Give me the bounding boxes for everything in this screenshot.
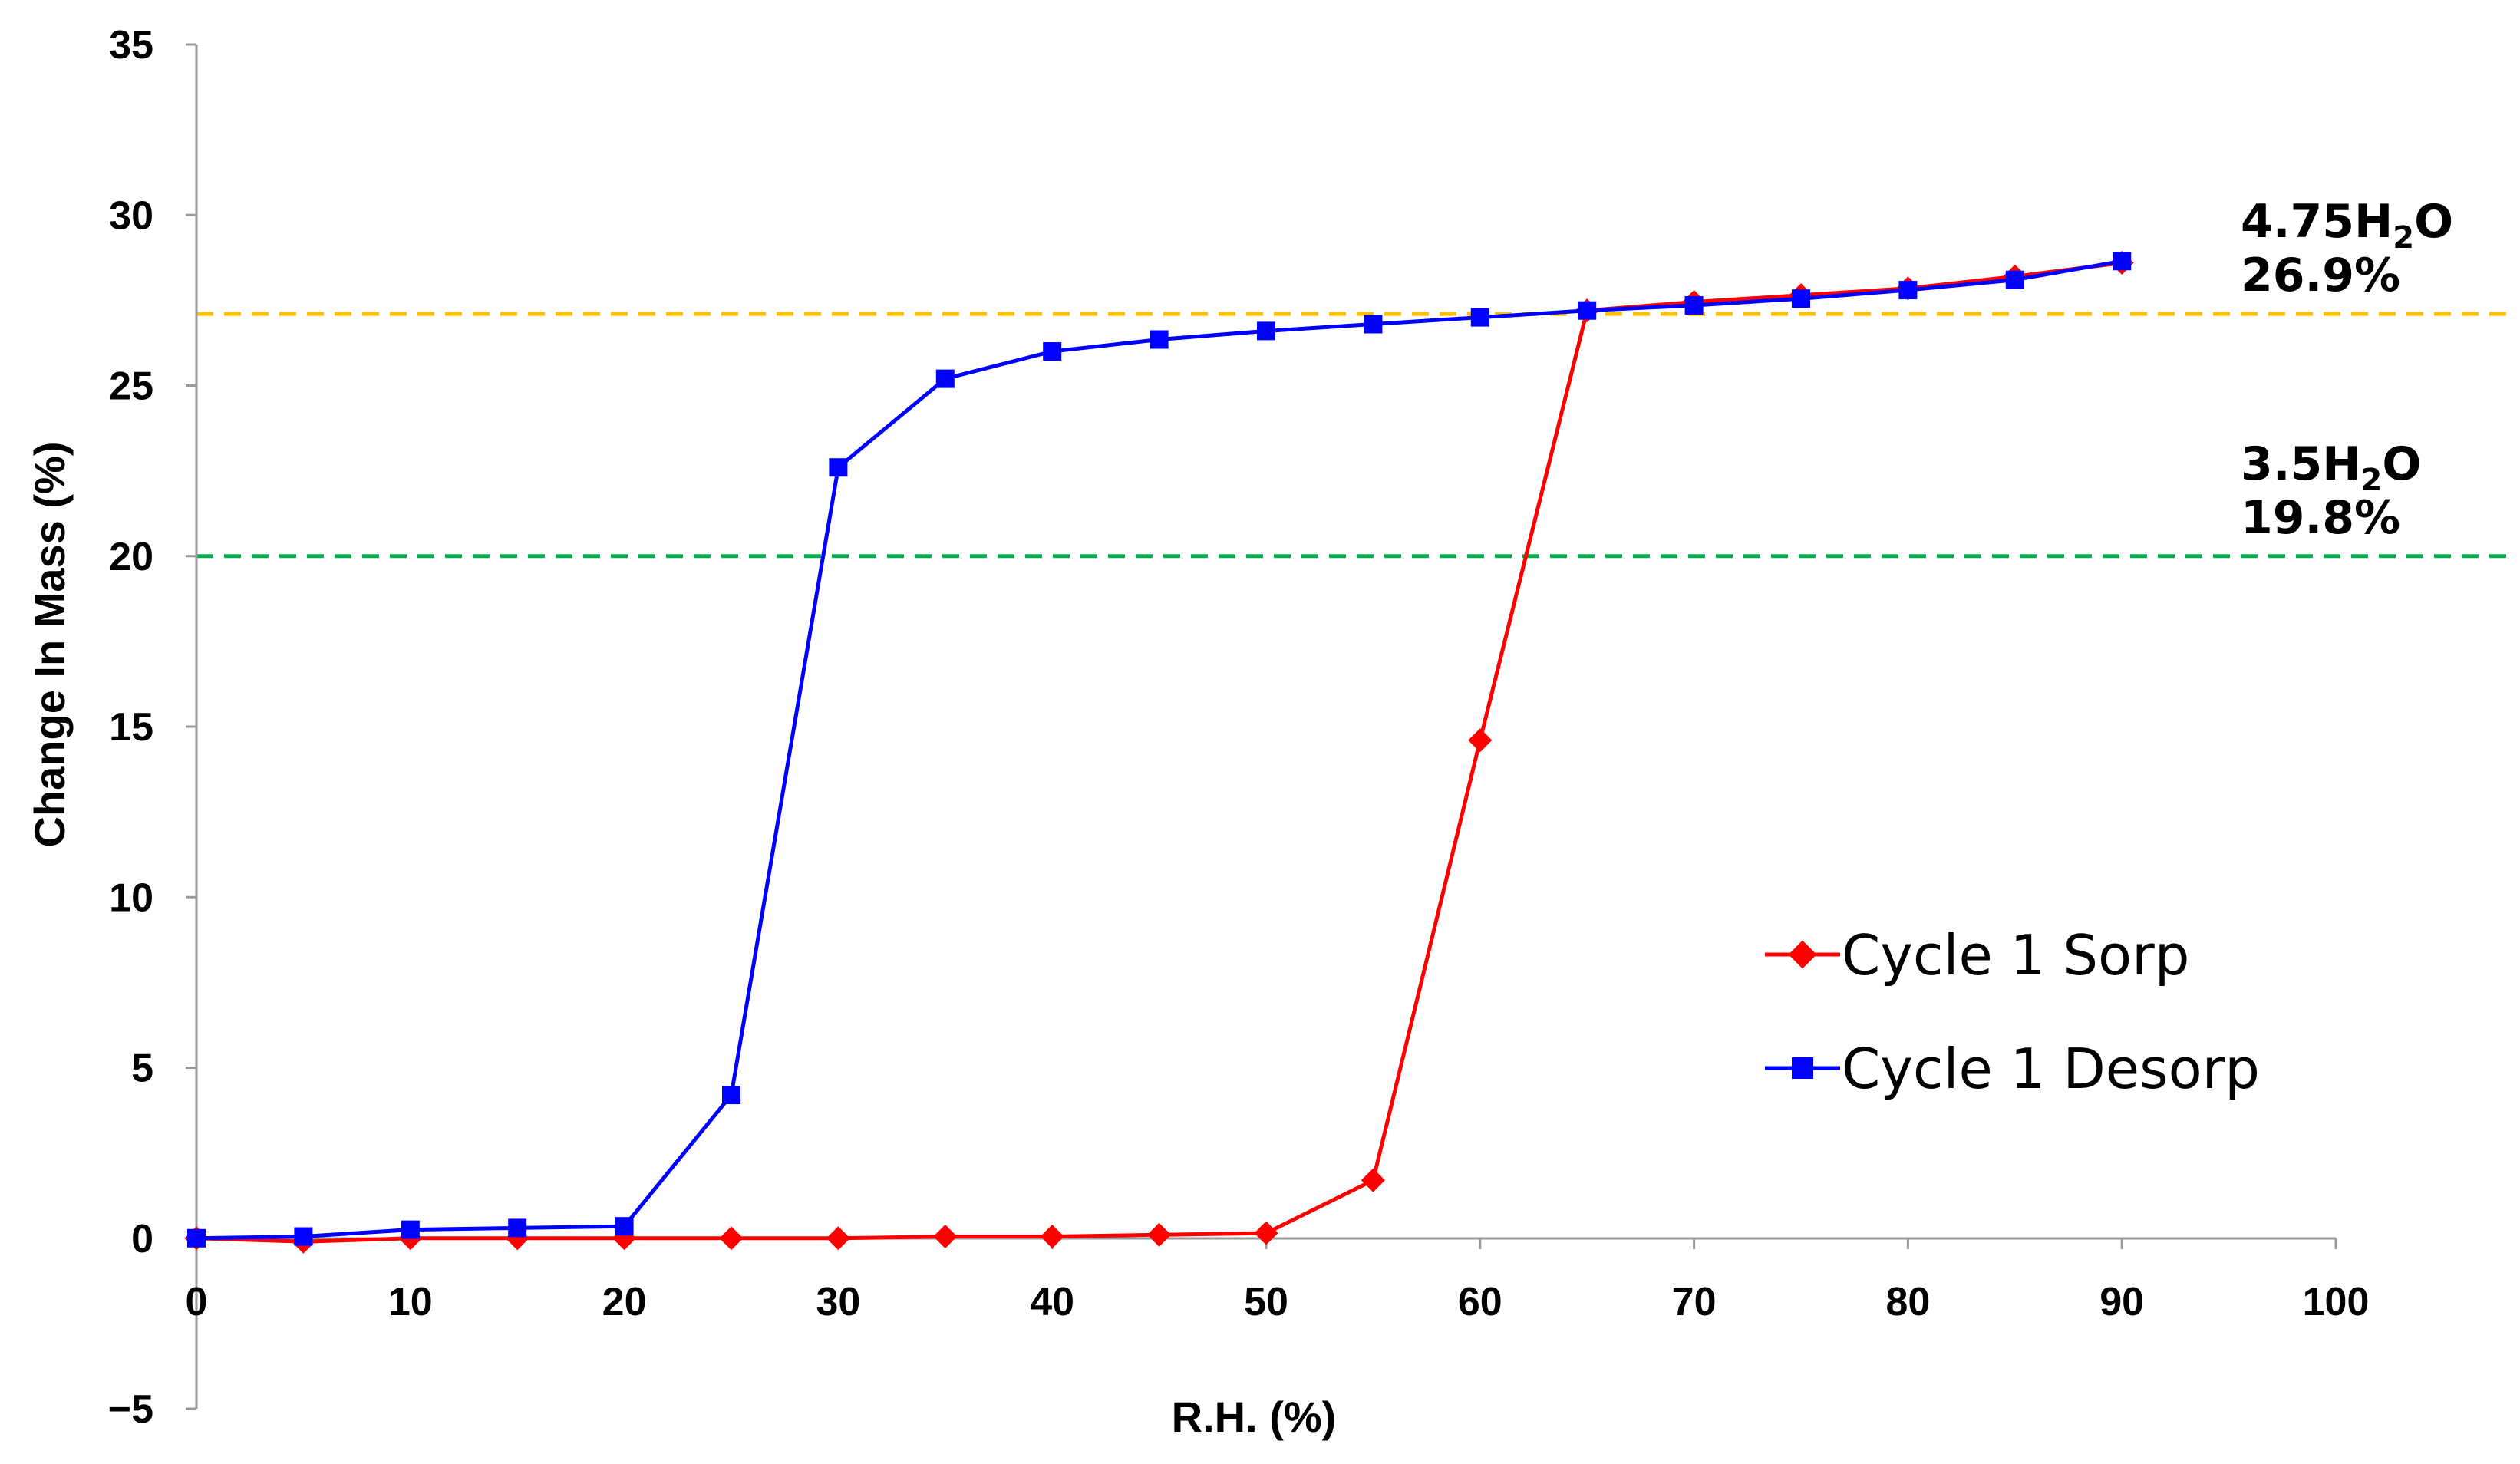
reference-label-formula-0: 4.75H2O <box>2241 195 2453 256</box>
x-tick-label: 60 <box>1458 1280 1502 1324</box>
y-tick-label: 20 <box>109 535 153 579</box>
sorp-point <box>826 1226 850 1251</box>
legend-marker-desorp <box>1792 1057 1813 1079</box>
desorp-point <box>1792 289 1810 308</box>
formula-main: 3.5H <box>2241 437 2361 491</box>
y-tick-label: 15 <box>109 705 153 750</box>
desorp-point <box>722 1086 740 1105</box>
sorp-point <box>1040 1224 1064 1249</box>
formula-subscript: 2 <box>2361 463 2383 498</box>
desorp-point <box>935 369 955 388</box>
desorp-point <box>508 1218 527 1238</box>
x-tick-label: 40 <box>1030 1280 1074 1324</box>
desorp-point <box>294 1227 313 1246</box>
x-tick-label: 100 <box>2303 1280 2370 1324</box>
desorp-point <box>1043 342 1062 361</box>
y-tick-labels: −5 0 5 10 15 20 25 30 35 <box>108 23 153 1432</box>
legend-marker-sorp <box>1788 940 1817 969</box>
reference-lines-layer <box>196 312 2509 559</box>
y-axis-title: Change In Mass (%) <box>25 442 74 848</box>
data-series <box>184 250 2134 1254</box>
y-tick-label: 25 <box>109 364 153 409</box>
y-tick-label: −5 <box>108 1387 153 1432</box>
axes <box>195 45 2336 1409</box>
y-tick-label: 35 <box>109 23 153 68</box>
x-tick-label: 20 <box>602 1280 647 1324</box>
desorp-point <box>1898 281 1918 300</box>
formula-tail: O <box>2414 195 2453 249</box>
x-tick-label: 10 <box>388 1280 433 1324</box>
tick-marks <box>186 43 2337 1410</box>
desorp-point <box>615 1217 634 1236</box>
y-tick-label: 5 <box>131 1047 153 1091</box>
legend-label-sorp: Cycle 1 Sorp <box>1842 923 2189 988</box>
sorp-point <box>933 1224 958 1249</box>
legend: Cycle 1 Sorp Cycle 1 Desorp <box>1765 923 2260 1101</box>
x-tick-label: 50 <box>1244 1280 1288 1324</box>
formula-tail: O <box>2382 437 2421 491</box>
reference-label-formula-1: 3.5H2O <box>2241 437 2421 498</box>
desorp-point <box>1470 308 1489 327</box>
desorp-point <box>187 1228 206 1248</box>
desorp-point <box>1257 321 1275 341</box>
formula-main: 4.75H <box>2241 195 2393 249</box>
x-tick-label: 80 <box>1885 1280 1930 1324</box>
x-tick-labels: 0 10 20 30 40 50 60 70 80 90 100 <box>186 1280 2370 1324</box>
desorp-point <box>1364 315 1383 334</box>
x-tick-label: 0 <box>186 1280 208 1324</box>
desorp-point <box>2113 252 2132 271</box>
sorp-point <box>1147 1222 1172 1247</box>
sorp-point <box>1361 1168 1385 1192</box>
formula-subscript: 2 <box>2393 220 2414 256</box>
desorp-point <box>1684 296 1704 315</box>
y-tick-label: 10 <box>109 875 153 920</box>
sorp-point <box>1254 1221 1278 1245</box>
desorp-point <box>1578 301 1597 320</box>
legend-label-desorp: Cycle 1 Desorp <box>1842 1037 2260 1101</box>
series-line-0 <box>196 261 2123 1244</box>
desorp-point <box>2005 270 2024 289</box>
legend-item-sorp: Cycle 1 Sorp <box>1765 923 2189 988</box>
reference-label-percent-0: 26.9% <box>2241 249 2400 302</box>
x-tick-label: 90 <box>2099 1280 2144 1324</box>
x-tick-label: 70 <box>1672 1280 1717 1324</box>
y-tick-label: 0 <box>131 1217 153 1261</box>
series-line-1 <box>196 259 2123 1241</box>
desorp-point <box>1150 330 1169 349</box>
legend-item-desorp: Cycle 1 Desorp <box>1765 1037 2260 1101</box>
desorp-point <box>401 1220 420 1239</box>
sorp-point <box>1468 728 1493 753</box>
x-axis-title: R.H. (%) <box>1172 1393 1337 1441</box>
desorp-point <box>829 458 848 477</box>
x-tick-label: 30 <box>816 1280 860 1324</box>
y-tick-label: 30 <box>109 193 153 238</box>
sorp-point <box>719 1226 744 1251</box>
reference-label-percent-1: 19.8% <box>2241 491 2400 545</box>
